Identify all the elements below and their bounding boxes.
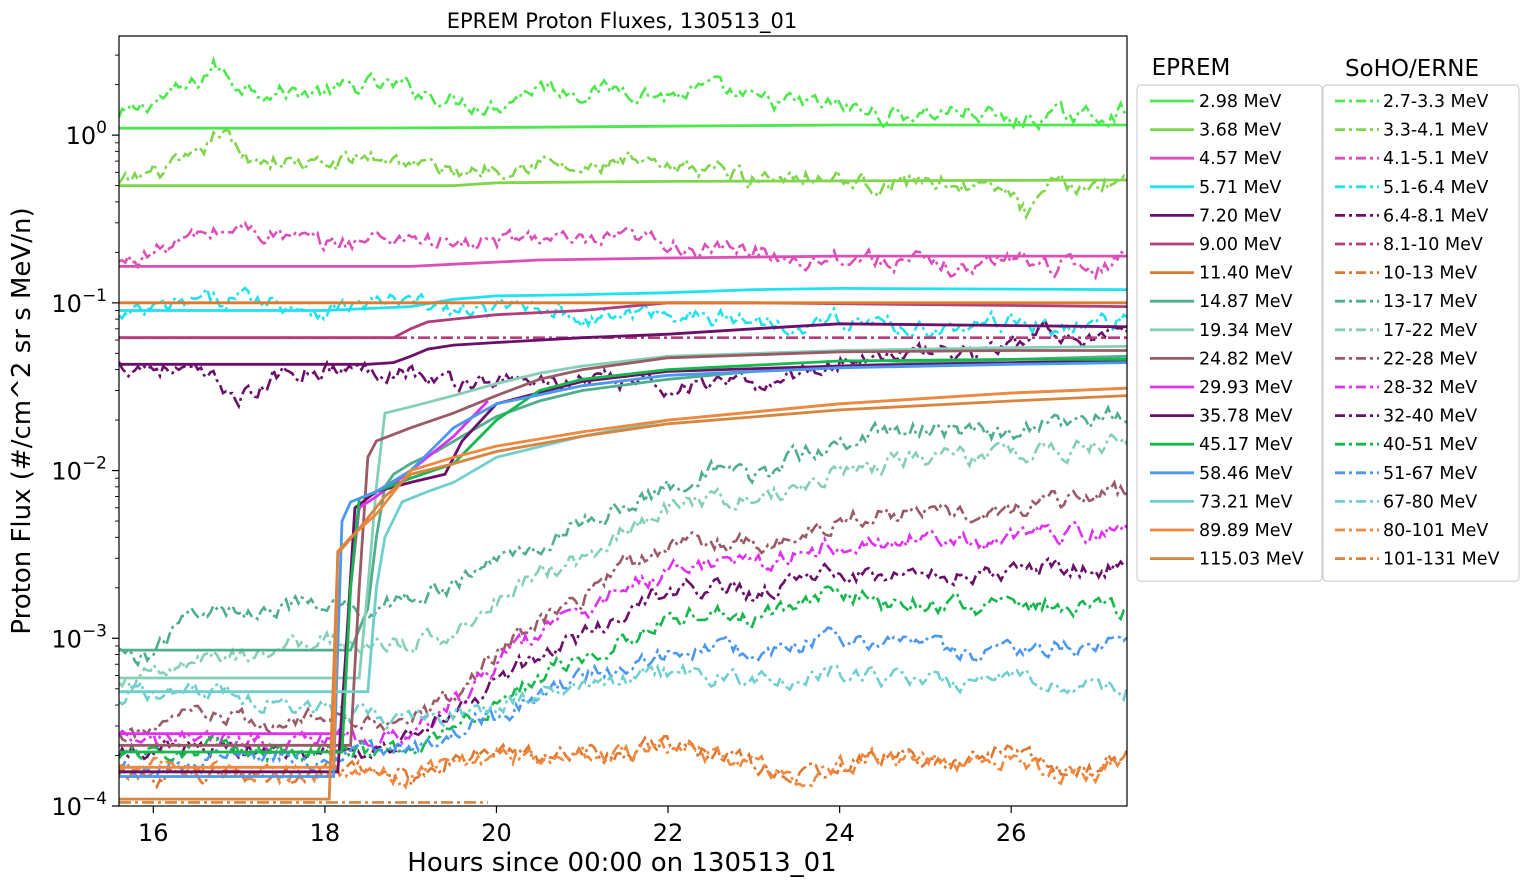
x-tick-label-16: 16 bbox=[138, 819, 169, 847]
series-layer bbox=[119, 55, 1127, 804]
legend-title-erne: SoHO/ERNE bbox=[1345, 56, 1479, 82]
legend-label-32-40-mev: 32-40 MeV bbox=[1383, 407, 1477, 427]
erne-series-22-28-mev bbox=[119, 479, 1127, 743]
legend-label-10-13-mev: 10-13 MeV bbox=[1383, 264, 1477, 284]
eprem-series-4-57-mev bbox=[119, 254, 1127, 268]
legend-label-5-71-mev: 5.71 MeV bbox=[1199, 178, 1281, 198]
legend-label-6-4-8-1-mev: 6.4-8.1 MeV bbox=[1383, 206, 1488, 226]
legend-label-51-67-mev: 51-67 MeV bbox=[1383, 464, 1477, 484]
erne-series-4-1-5-1-mev bbox=[119, 220, 1127, 281]
y-tick-label-0: 10−4 bbox=[51, 789, 107, 821]
eprem-series-89-89-mev bbox=[119, 386, 1127, 769]
eprem-series-5-71-mev bbox=[119, 286, 1127, 312]
legend-label-11-40-mev: 11.40 MeV bbox=[1199, 264, 1293, 284]
eprem-series-35-78-mev bbox=[119, 359, 1127, 774]
legend-label-35-78-mev: 35.78 MeV bbox=[1199, 407, 1293, 427]
erne-series-13-17-mev bbox=[119, 404, 1127, 668]
legend-label-40-51-mev: 40-51 MeV bbox=[1383, 435, 1477, 455]
y-tick-label-2: 10−2 bbox=[51, 454, 107, 486]
plot-frame bbox=[118, 35, 1128, 807]
legend-frame bbox=[1322, 84, 1520, 582]
legend-label-13-17-mev: 13-17 MeV bbox=[1383, 292, 1477, 312]
y-tick-label-1: 10−3 bbox=[51, 621, 107, 653]
legend-label-101-131-mev: 101-131 MeV bbox=[1383, 550, 1500, 570]
x-tick-label-24: 24 bbox=[824, 819, 855, 847]
erne-series-6-4-8-1-mev bbox=[119, 317, 1127, 410]
legend-label-17-22-mev: 17-22 MeV bbox=[1383, 321, 1477, 341]
legend-label-2-7-3-3-mev: 2.7-3.3 MeV bbox=[1383, 92, 1488, 112]
erne-series-17-22-mev bbox=[119, 432, 1127, 693]
legend-label-3-68-mev: 3.68 MeV bbox=[1199, 121, 1281, 141]
erne-series-67-80-mev bbox=[119, 662, 1127, 730]
x-tick-label-26: 26 bbox=[996, 819, 1027, 847]
legend-frame bbox=[1136, 84, 1323, 582]
legend-label-4-57-mev: 4.57 MeV bbox=[1199, 149, 1281, 169]
erne-series-51-67-mev bbox=[119, 626, 1127, 779]
chart-title: EPREM Proton Fluxes, 130513_01 bbox=[447, 9, 798, 34]
y-axis: 10−4 10−3 10−2 10−1 100 bbox=[51, 54, 119, 821]
legend-label-58-46-mev: 58.46 MeV bbox=[1199, 464, 1293, 484]
legend-label-67-80-mev: 67-80 MeV bbox=[1383, 492, 1477, 512]
eprem-series-3-68-mev bbox=[119, 178, 1127, 187]
legend-label-4-1-5-1-mev: 4.1-5.1 MeV bbox=[1383, 149, 1488, 169]
legend-label-7-20-mev: 7.20 MeV bbox=[1199, 206, 1281, 226]
eprem-series-115-03-mev bbox=[119, 394, 1127, 801]
legend-label-45-17-mev: 45.17 MeV bbox=[1199, 435, 1293, 455]
eprem-series-7-20-mev bbox=[119, 322, 1127, 366]
x-tick-label-18: 18 bbox=[310, 819, 341, 847]
legend-label-73-21-mev: 73.21 MeV bbox=[1199, 492, 1293, 512]
legend-label-3-3-4-1-mev: 3.3-4.1 MeV bbox=[1383, 121, 1488, 141]
legend-label-19-34-mev: 19.34 MeV bbox=[1199, 321, 1293, 341]
legend-label-115-03-mev: 115.03 MeV bbox=[1199, 550, 1304, 570]
legend-label-5-1-6-4-mev: 5.1-6.4 MeV bbox=[1383, 178, 1488, 198]
legend-label-28-32-mev: 28-32 MeV bbox=[1383, 378, 1477, 398]
y-tick-label-4: 100 bbox=[66, 118, 107, 150]
x-axis: 16 18 20 22 24 26 bbox=[138, 806, 1026, 847]
legend-label-80-101-mev: 80-101 MeV bbox=[1383, 521, 1488, 541]
legend-label-24-82-mev: 24.82 MeV bbox=[1199, 349, 1293, 369]
y-axis-label: Proton Flux (#/cm^2 sr s MeV/n) bbox=[7, 207, 37, 634]
legend-erne: 2.7-3.3 MeV 3.3-4.1 MeV 4.1-5.1 MeV 5.1-6.4… bbox=[1322, 84, 1520, 582]
x-tick-label-20: 20 bbox=[481, 819, 512, 847]
y-tick-label-3: 10−1 bbox=[51, 286, 107, 318]
x-axis-label: Hours since 00:00 on 130513_01 bbox=[407, 848, 836, 878]
erne-series-80-101-mev bbox=[119, 737, 1127, 790]
erne-series-5-1-6-4-mev bbox=[119, 286, 1127, 340]
legend-label-8-1-10-mev: 8.1-10 MeV bbox=[1383, 235, 1483, 255]
erne-series-3-3-4-1-mev bbox=[119, 128, 1127, 221]
erne-series-2-7-3-3-mev bbox=[119, 55, 1127, 132]
eprem-series-2-98-mev bbox=[119, 123, 1127, 130]
legend-label-89-89-mev: 89.89 MeV bbox=[1199, 521, 1293, 541]
eprem-series-19-34-mev bbox=[119, 345, 1127, 680]
legend-label-29-93-mev: 29.93 MeV bbox=[1199, 378, 1293, 398]
legend-label-14-87-mev: 14.87 MeV bbox=[1199, 292, 1293, 312]
legend-title-eprem: EPREM bbox=[1152, 55, 1231, 81]
legend-label-9-00-mev: 9.00 MeV bbox=[1199, 235, 1281, 255]
legend-label-2-98-mev: 2.98 MeV bbox=[1199, 92, 1281, 112]
legend-eprem: 2.98 MeV 3.68 MeV 4.57 MeV 5.71 MeV 7.20 MeV… bbox=[1136, 84, 1323, 582]
x-tick-label-22: 22 bbox=[653, 819, 684, 847]
legend-label-22-28-mev: 22-28 MeV bbox=[1383, 349, 1477, 369]
